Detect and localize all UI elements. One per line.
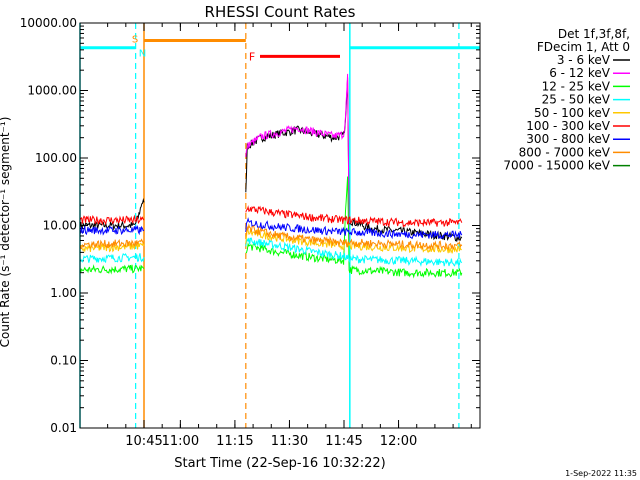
series-line-2-1: [245, 176, 463, 279]
series-line-4-0: [79, 241, 145, 253]
x-tick-label-1: 11:00: [162, 434, 199, 449]
x-axis-label: Start Time (22-Sep-16 10:32:22): [174, 456, 385, 471]
saa-marker-label: S: [132, 35, 138, 46]
y-tick-label-5: 1000.00: [27, 84, 77, 98]
legend: Det 1f,3f,8f, FDecim 1, Att 0 3 - 6 keV6…: [503, 27, 630, 173]
series-line-5-0: [79, 214, 145, 226]
legend-label-5: 100 - 300 keV: [526, 119, 610, 133]
series-line-1-0: [245, 73, 350, 241]
x-tick-label-2: 11:15: [216, 434, 253, 449]
flare-marker-label: F: [249, 50, 255, 63]
legend-label-6: 300 - 800 keV: [526, 132, 610, 146]
footer-timestamp: 1-Sep-2022 11:35: [565, 469, 637, 478]
chart-title: RHESSI Count Rates: [205, 3, 356, 21]
y-tick-label-4: 100.00: [35, 151, 77, 165]
y-axis-label: Count Rate (s⁻¹ detector⁻¹ segment⁻¹): [0, 117, 12, 348]
series-line-6-1: [245, 217, 463, 240]
series-line-7-0: [79, 238, 145, 250]
legend-label-2: 12 - 25 keV: [542, 79, 611, 93]
legend-header-2: FDecim 1, Att 0: [537, 40, 630, 54]
y-tick-label-0: 0.01: [50, 421, 77, 435]
legend-label-3: 25 - 50 keV: [542, 93, 611, 107]
x-tick-label-4: 11:45: [325, 434, 362, 449]
series-line-0-0: [79, 198, 145, 231]
axes: 0.01 0.10 1.00 10.00 100.00 1000.00 10000.00 10…: [20, 16, 480, 449]
series-line-3-0: [79, 253, 145, 264]
series-line-5-1: [245, 205, 463, 228]
legend-label-4: 50 - 100 keV: [534, 106, 611, 120]
legend-label-0: 3 - 6 keV: [557, 53, 611, 67]
series-line-6-0: [79, 224, 145, 236]
legend-label-8: 7000 - 15000 keV: [503, 159, 610, 173]
series-line-2-0: [79, 264, 145, 275]
series-line-3-1: [245, 237, 463, 267]
x-tick-label-5: 12:00: [380, 434, 417, 449]
y-tick-label-3: 10.00: [43, 219, 77, 233]
y-tick-label-6: 10000.00: [20, 16, 77, 30]
x-tick-label-0: 10:45: [125, 434, 162, 449]
plot-frame: [79, 22, 481, 429]
legend-label-7: 800 - 7000 keV: [519, 145, 611, 159]
legend-label-1: 6 - 12 keV: [549, 66, 611, 80]
legend-header-1: Det 1f,3f,8f,: [558, 27, 630, 41]
x-tick-label-3: 11:30: [271, 434, 308, 449]
series-line-0-1: [245, 77, 463, 242]
series-layer: [79, 73, 463, 279]
night-marker-label: N: [139, 49, 146, 60]
series-line-7-1: [245, 223, 463, 251]
y-tick-label-2: 1.00: [50, 286, 77, 300]
y-tick-label-1: 0.10: [50, 354, 77, 368]
